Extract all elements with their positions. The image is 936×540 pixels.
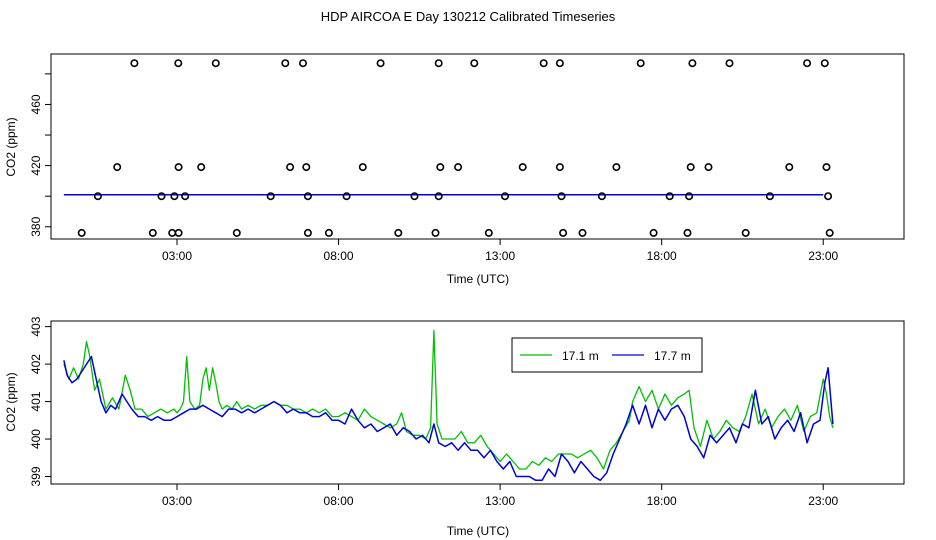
x-axis-title-top: Time (UTC) bbox=[447, 272, 509, 286]
y-axis-title-top: CO2 (ppm) bbox=[4, 117, 18, 176]
data-point bbox=[302, 163, 311, 172]
axes-top: 03:00 08:00 13:00 18:00 23:00 380 420 460 bbox=[29, 73, 839, 263]
y-tick-label-top: 420 bbox=[29, 155, 43, 175]
data-point bbox=[597, 192, 606, 201]
data-point bbox=[500, 192, 509, 201]
data-point bbox=[77, 228, 86, 237]
data-point bbox=[822, 163, 831, 172]
data-point bbox=[286, 163, 295, 172]
data-point bbox=[342, 192, 351, 201]
data-point bbox=[454, 163, 463, 172]
data-point bbox=[803, 59, 812, 68]
data-point bbox=[612, 163, 621, 172]
x-tick-label-top: 18:00 bbox=[647, 249, 677, 263]
y-tick-label-bottom: 401 bbox=[29, 391, 43, 411]
data-point bbox=[741, 228, 750, 237]
data-point bbox=[174, 163, 183, 172]
data-point bbox=[557, 192, 566, 201]
series-line-bottom-1 bbox=[63, 355, 834, 482]
y-tick-label-bottom: 399 bbox=[29, 466, 43, 486]
data-point bbox=[174, 59, 183, 68]
data-point bbox=[785, 163, 794, 172]
x-tick-label-top: 03:00 bbox=[162, 249, 192, 263]
chart-title: HDP AIRCOA E Day 130212 Calibrated Times… bbox=[321, 9, 616, 24]
data-point bbox=[820, 59, 829, 68]
data-point bbox=[130, 59, 139, 68]
data-point bbox=[303, 228, 312, 237]
data-point bbox=[157, 192, 166, 201]
data-point bbox=[685, 192, 694, 201]
data-point bbox=[636, 59, 645, 68]
panel-top: 03:00 08:00 13:00 18:00 23:00 380 420 460 Time … bbox=[4, 53, 905, 286]
data-point bbox=[688, 59, 697, 68]
data-point bbox=[434, 59, 443, 68]
data-point bbox=[376, 59, 385, 68]
data-point bbox=[93, 192, 102, 201]
data-point bbox=[555, 59, 564, 68]
data-point bbox=[281, 59, 290, 68]
data-point bbox=[725, 59, 734, 68]
data-point bbox=[324, 228, 333, 237]
data-point bbox=[232, 228, 241, 237]
data-point bbox=[470, 59, 479, 68]
plot-frame-bottom bbox=[50, 320, 905, 485]
points-top bbox=[77, 59, 834, 237]
data-point bbox=[298, 59, 307, 68]
data-point bbox=[559, 228, 568, 237]
x-tick-label-bottom: 03:00 bbox=[162, 494, 192, 508]
data-point bbox=[434, 192, 443, 201]
data-point bbox=[303, 192, 312, 201]
x-tick-label-bottom: 08:00 bbox=[324, 494, 354, 508]
data-point bbox=[484, 228, 493, 237]
data-point bbox=[824, 192, 833, 201]
data-point bbox=[174, 228, 183, 237]
legend: 17.1 m 17.7 m bbox=[511, 337, 703, 373]
data-point bbox=[266, 192, 275, 201]
data-point bbox=[539, 59, 548, 68]
x-tick-label-bottom: 13:00 bbox=[485, 494, 515, 508]
data-point bbox=[431, 228, 440, 237]
data-point bbox=[148, 228, 157, 237]
data-point bbox=[168, 228, 177, 237]
data-point bbox=[683, 228, 692, 237]
x-tick-label-top: 08:00 bbox=[324, 249, 354, 263]
data-point bbox=[665, 192, 674, 201]
y-tick-label-bottom: 402 bbox=[29, 354, 43, 374]
legend-label-17-1m: 17.1 m bbox=[562, 349, 599, 363]
data-point bbox=[436, 163, 445, 172]
data-point bbox=[649, 228, 658, 237]
data-point bbox=[170, 192, 179, 201]
series-bottom bbox=[63, 329, 834, 482]
plot-frame-top bbox=[50, 53, 905, 240]
data-point bbox=[578, 228, 587, 237]
data-point bbox=[765, 192, 774, 201]
y-tick-label-bottom: 403 bbox=[29, 316, 43, 336]
data-point bbox=[410, 192, 419, 201]
x-axis-title-bottom: Time (UTC) bbox=[447, 524, 509, 538]
y-axis-title-bottom: CO2 (ppm) bbox=[4, 372, 18, 431]
data-point bbox=[358, 163, 367, 172]
y-tick-label-top: 460 bbox=[29, 94, 43, 114]
series-line-bottom-0 bbox=[63, 329, 834, 470]
x-tick-label-bottom: 23:00 bbox=[808, 494, 838, 508]
data-point bbox=[704, 163, 713, 172]
data-point bbox=[197, 163, 206, 172]
data-point bbox=[686, 163, 695, 172]
data-point bbox=[113, 163, 122, 172]
x-tick-label-bottom: 18:00 bbox=[647, 494, 677, 508]
legend-label-17-7m: 17.7 m bbox=[654, 349, 691, 363]
y-tick-label-top: 380 bbox=[29, 216, 43, 236]
data-point bbox=[555, 163, 564, 172]
x-tick-label-top: 23:00 bbox=[808, 249, 838, 263]
data-point bbox=[518, 163, 527, 172]
axes-bottom: 03:00 08:00 13:00 18:00 23:00 399 400 401 402 403 bbox=[29, 316, 839, 508]
data-point bbox=[394, 228, 403, 237]
data-point bbox=[181, 192, 190, 201]
y-tick-label-bottom: 400 bbox=[29, 429, 43, 449]
data-point bbox=[211, 59, 220, 68]
data-point bbox=[825, 228, 834, 237]
panel-bottom: 03:00 08:00 13:00 18:00 23:00 399 400 401 402 403… bbox=[4, 316, 905, 538]
x-tick-label-top: 13:00 bbox=[485, 249, 515, 263]
